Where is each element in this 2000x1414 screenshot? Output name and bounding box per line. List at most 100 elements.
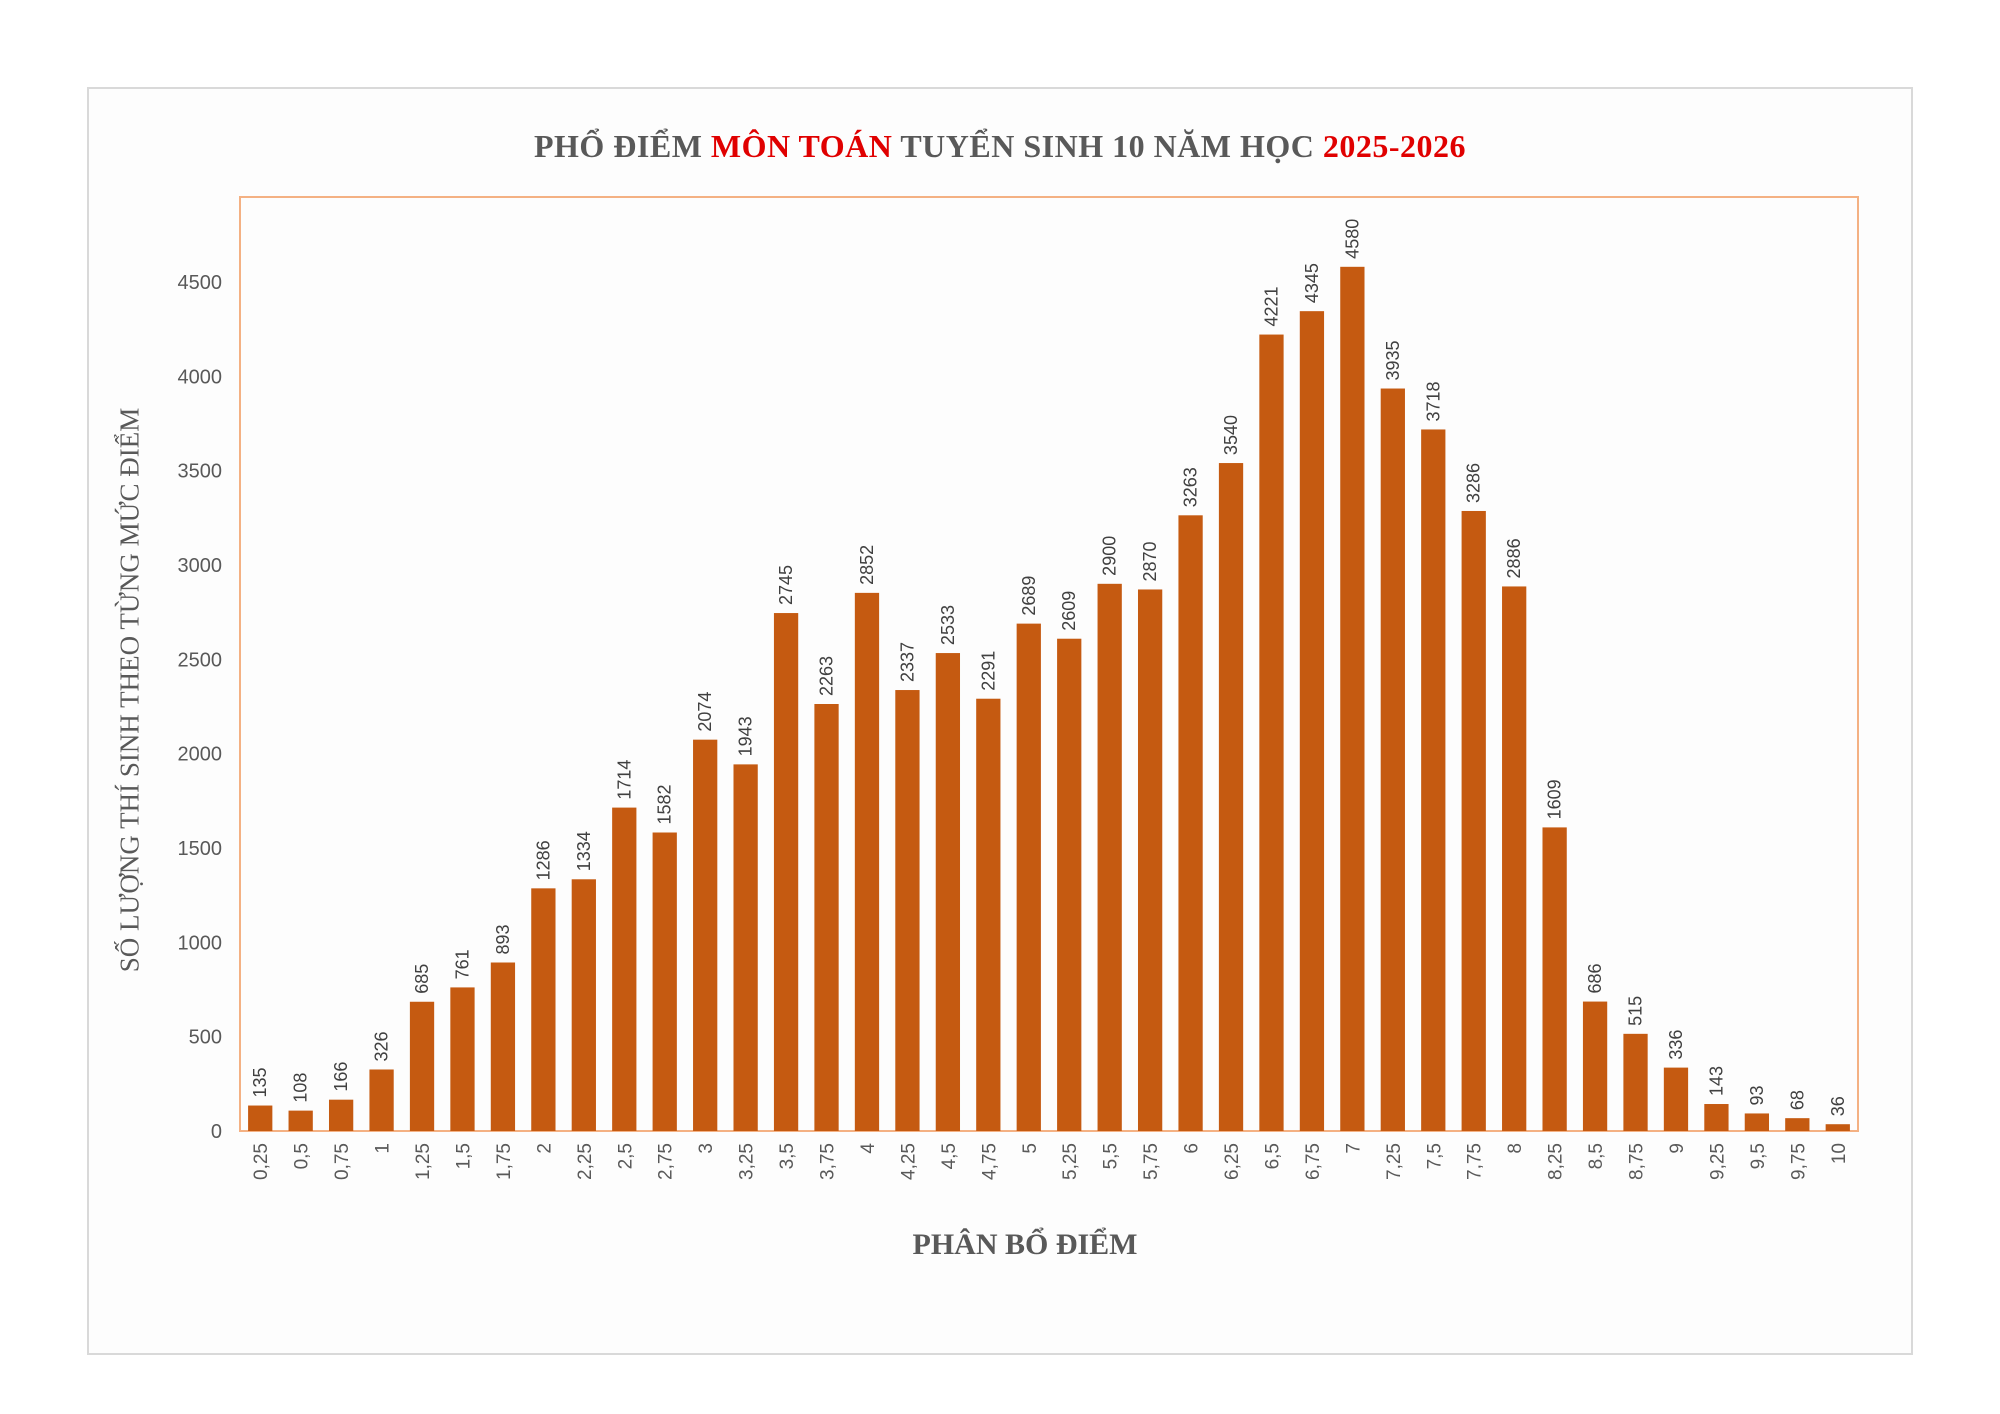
bar-0,5 <box>288 1110 313 1131</box>
bar-6,75 <box>1299 311 1325 1131</box>
y-tick-label: 4500 <box>178 272 223 294</box>
x-tick-label: 9,5 <box>1748 1143 1769 1169</box>
x-tick-label: 7,5 <box>1424 1143 1445 1169</box>
x-tick-label: 1,75 <box>494 1143 515 1180</box>
bar-3,75 <box>814 704 839 1131</box>
x-tick-label: 4 <box>858 1143 879 1154</box>
data-label-7,5: 3718 <box>1423 381 1443 421</box>
data-label-6,25: 3540 <box>1221 415 1241 455</box>
x-tick-label: 8,5 <box>1586 1143 1607 1169</box>
data-label-7,25: 3935 <box>1383 340 1403 380</box>
data-label-7: 4580 <box>1342 219 1362 259</box>
x-tick-label: 9,75 <box>1788 1143 1809 1180</box>
data-label-9,5: 93 <box>1747 1085 1767 1105</box>
bar-8,5 <box>1582 1001 1608 1131</box>
x-tick-label: 8,25 <box>1546 1143 1567 1180</box>
chart-title: PHỔ ĐIỂM MÔN TOÁN TUYỂN SINH 10 NĂM HỌC … <box>0 128 2000 165</box>
bar-6,5 <box>1259 334 1284 1131</box>
data-label-1,25: 685 <box>412 964 432 994</box>
bar-3,25 <box>733 764 758 1131</box>
x-tick-label: 2,25 <box>575 1143 596 1180</box>
bar-4,25 <box>895 690 920 1131</box>
x-tick-label: 1,5 <box>453 1143 474 1169</box>
y-tick-label: 2500 <box>178 649 223 671</box>
x-tick-label: 1 <box>373 1143 394 1154</box>
y-tick-label: 4000 <box>178 366 223 388</box>
bar-4,75 <box>976 698 1001 1131</box>
bar-2,5 <box>612 807 637 1131</box>
x-tick-label: 3,75 <box>818 1143 839 1180</box>
data-label-4,25: 2337 <box>897 642 917 682</box>
title-part-1: PHỔ ĐIỂM <box>533 128 711 164</box>
data-label-6,75: 4345 <box>1302 263 1322 303</box>
bar-5 <box>1016 623 1041 1131</box>
y-tick-label: 1000 <box>178 932 223 954</box>
x-tick-label: 6 <box>1182 1143 1203 1154</box>
bar-1,75 <box>490 962 516 1131</box>
bar-8,25 <box>1542 827 1567 1131</box>
x-tick-label: 4,25 <box>898 1143 919 1180</box>
x-tick-label: 9 <box>1667 1143 1688 1154</box>
x-tick-label: 6,5 <box>1262 1143 1283 1169</box>
x-tick-label: 0,75 <box>332 1143 353 1180</box>
bar-4,5 <box>935 653 961 1131</box>
x-tick-label: 8,75 <box>1627 1143 1648 1180</box>
data-label-8: 2886 <box>1504 538 1524 578</box>
y-tick-label: 2000 <box>178 744 223 766</box>
bar-9,75 <box>1785 1118 1810 1131</box>
data-label-9,25: 143 <box>1706 1066 1726 1096</box>
x-tick-label: 8 <box>1505 1143 1526 1154</box>
data-label-6,5: 4221 <box>1261 287 1281 327</box>
x-tick-label: 4,5 <box>939 1143 960 1169</box>
title-subject: MÔN TOÁN <box>710 128 893 164</box>
data-label-8,75: 515 <box>1626 996 1646 1026</box>
data-label-4: 2852 <box>857 545 877 585</box>
bar-8,75 <box>1623 1033 1648 1131</box>
data-label-1,5: 761 <box>452 949 472 979</box>
bar-2 <box>531 888 556 1131</box>
y-tick-label: 3500 <box>178 461 223 483</box>
data-label-4,75: 2291 <box>978 651 998 691</box>
bar-5,25 <box>1057 638 1082 1131</box>
bar-2,75 <box>652 832 677 1131</box>
bar-5,75 <box>1137 589 1163 1131</box>
bar-7 <box>1340 266 1365 1131</box>
bar-1 <box>369 1069 394 1131</box>
x-tick-label: 6,25 <box>1222 1143 1243 1180</box>
data-label-8,5: 686 <box>1585 964 1605 994</box>
data-label-5: 2689 <box>1019 576 1039 616</box>
bar-3 <box>693 739 718 1131</box>
data-label-2: 1286 <box>533 840 553 880</box>
title-year: 2025-2026 <box>1322 128 1467 164</box>
y-tick-label: 3000 <box>178 555 223 577</box>
bar-0,75 <box>328 1099 354 1131</box>
data-label-4,5: 2533 <box>938 605 958 645</box>
x-tick-label: 3,5 <box>777 1143 798 1169</box>
bar-7,5 <box>1421 429 1446 1132</box>
bar-8 <box>1502 586 1527 1131</box>
data-label-5,75: 2870 <box>1140 541 1160 581</box>
y-tick-label: 1500 <box>178 838 223 860</box>
x-tick-label: 2 <box>534 1143 555 1154</box>
x-tick-label: 7 <box>1343 1143 1364 1154</box>
data-label-8,25: 1609 <box>1545 779 1565 819</box>
data-label-2,75: 1582 <box>655 784 675 824</box>
data-label-2,5: 1714 <box>614 760 634 800</box>
bar-1,25 <box>409 1001 435 1131</box>
y-tick-label: 0 <box>211 1121 222 1143</box>
data-label-6: 3263 <box>1181 467 1201 507</box>
data-label-0,5: 108 <box>291 1073 311 1103</box>
bar-1,5 <box>450 987 475 1131</box>
bar-5,5 <box>1097 583 1122 1131</box>
x-tick-label: 1,25 <box>413 1143 434 1180</box>
data-label-9,75: 68 <box>1787 1090 1807 1110</box>
bar-2,25 <box>571 879 596 1131</box>
x-tick-label: 7,25 <box>1384 1143 1405 1180</box>
data-label-1: 326 <box>372 1031 392 1061</box>
x-tick-label: 9,25 <box>1707 1143 1728 1180</box>
x-tick-label: 2,5 <box>615 1143 636 1169</box>
x-tick-label: 4,75 <box>979 1143 1000 1180</box>
data-label-3: 2074 <box>695 692 715 732</box>
bar-9,25 <box>1704 1104 1729 1131</box>
data-label-3,75: 2263 <box>817 656 837 696</box>
